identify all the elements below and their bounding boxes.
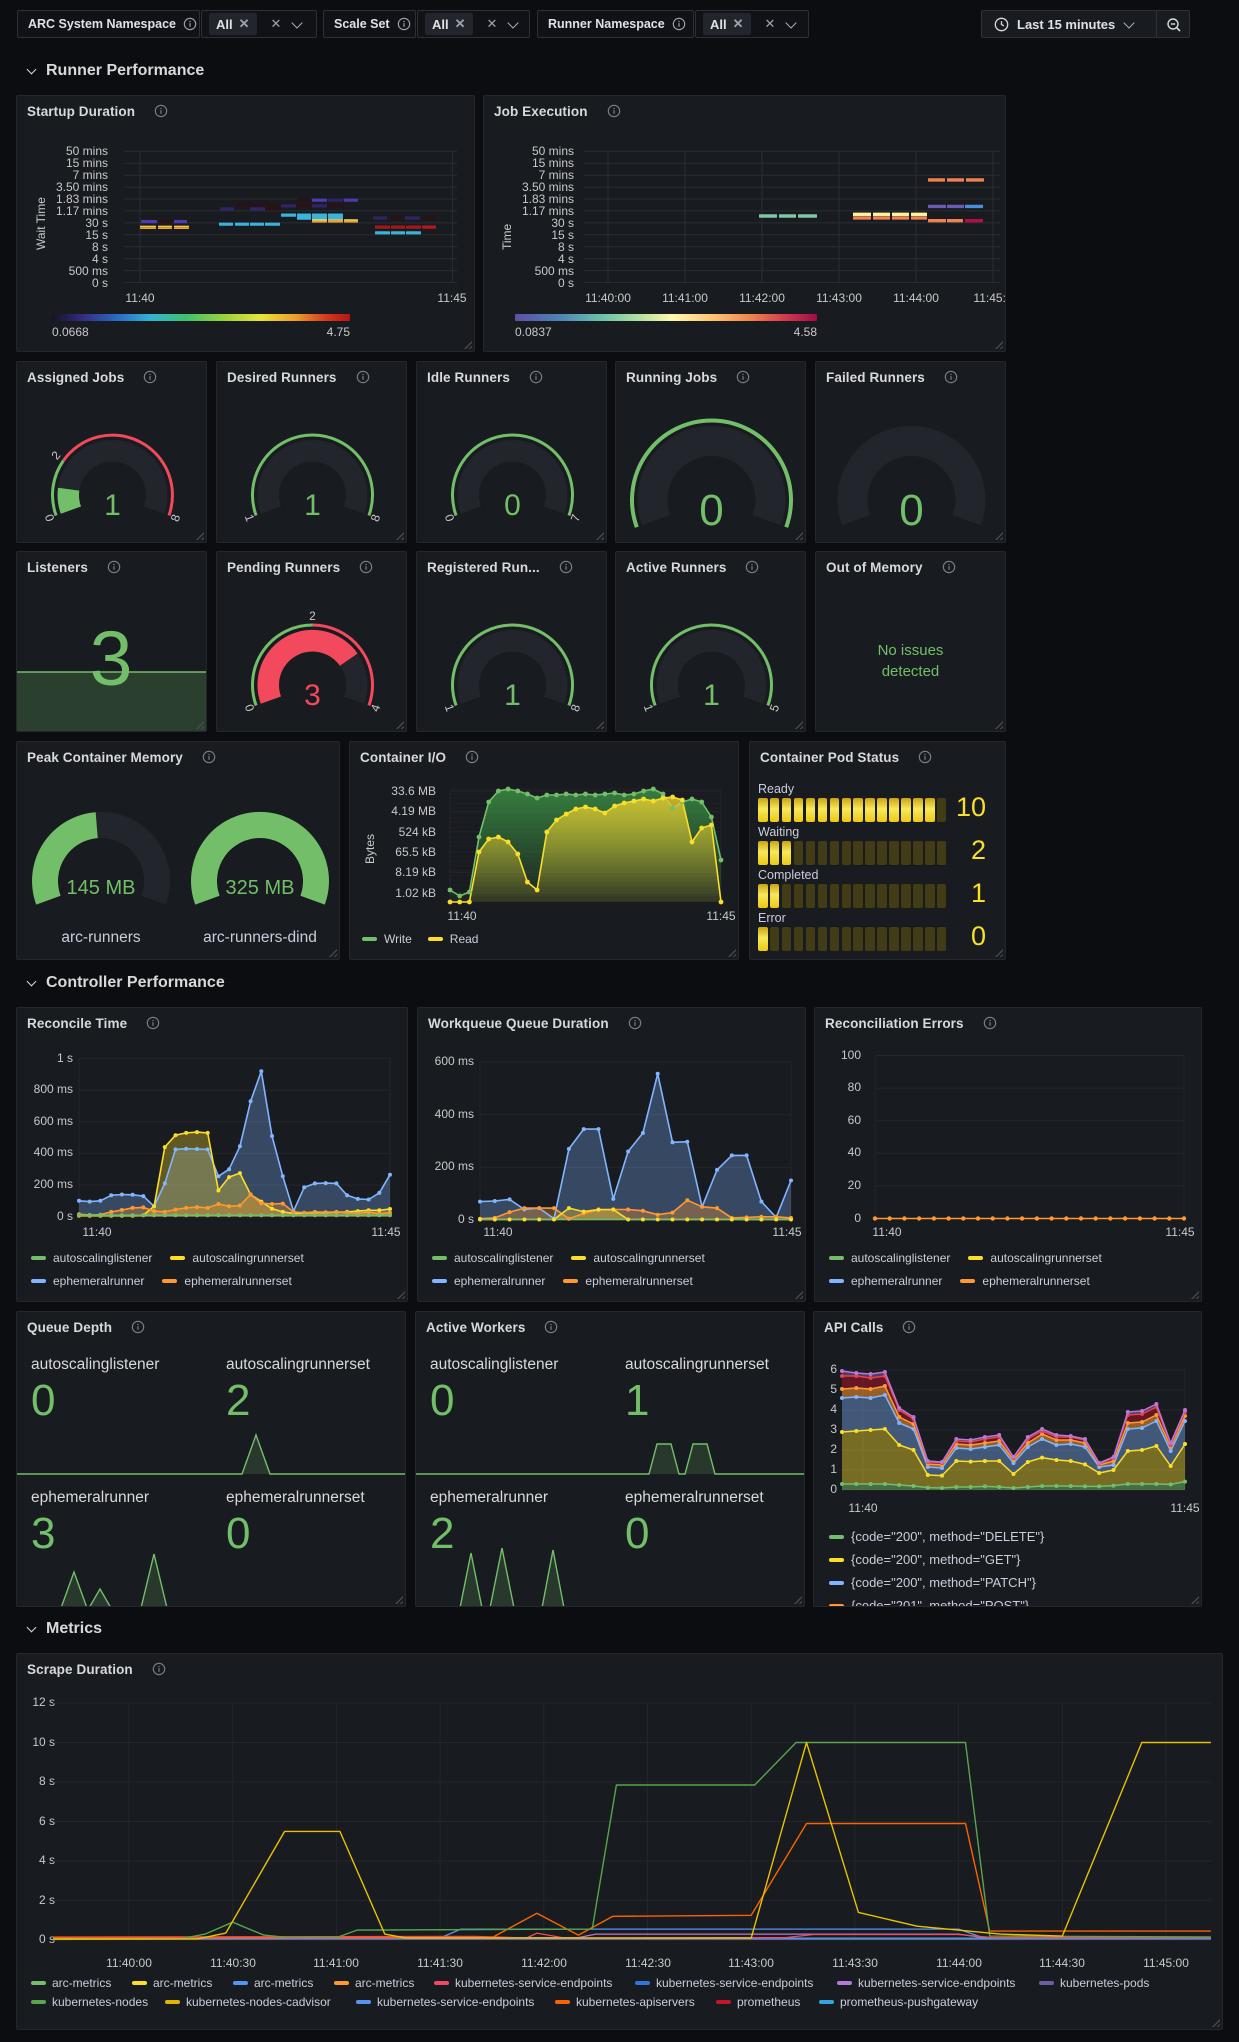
svg-text:3: 3 — [90, 616, 133, 702]
svg-text:1: 1 — [442, 702, 458, 713]
svg-text:1: 1 — [504, 679, 521, 712]
svg-text:0: 0 — [242, 702, 258, 713]
svg-text:1: 1 — [641, 702, 657, 713]
svg-text:1: 1 — [104, 489, 121, 522]
svg-text:0: 0 — [699, 486, 723, 535]
svg-text:1: 1 — [242, 512, 258, 523]
svg-text:4: 4 — [368, 702, 384, 713]
svg-text:3: 3 — [304, 679, 321, 712]
svg-text:1: 1 — [304, 489, 321, 522]
svg-text:8: 8 — [168, 512, 184, 523]
svg-text:2: 2 — [48, 448, 63, 462]
svg-text:8: 8 — [368, 512, 384, 523]
svg-text:0: 0 — [899, 486, 923, 535]
svg-text:8: 8 — [568, 702, 584, 713]
svg-text:1: 1 — [703, 679, 720, 712]
svg-text:0: 0 — [504, 489, 521, 522]
svg-text:7: 7 — [568, 512, 584, 523]
svg-text:325 MB: 325 MB — [226, 877, 295, 899]
svg-text:0: 0 — [42, 512, 58, 523]
svg-text:0: 0 — [442, 512, 458, 523]
svg-text:5: 5 — [767, 702, 783, 713]
svg-text:145 MB: 145 MB — [67, 877, 136, 899]
svg-text:arc-runners: arc-runners — [61, 929, 140, 946]
svg-text:arc-runners-dind: arc-runners-dind — [203, 929, 317, 946]
svg-text:2: 2 — [309, 609, 316, 623]
